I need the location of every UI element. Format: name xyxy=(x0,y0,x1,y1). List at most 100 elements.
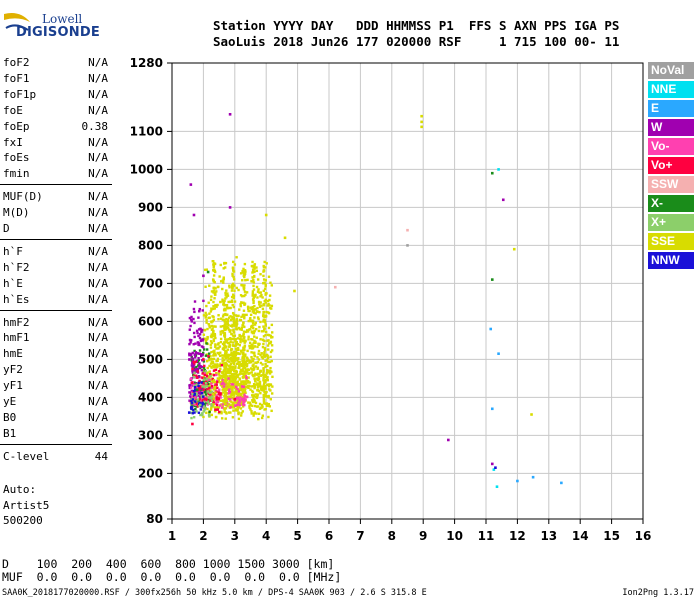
echo-point xyxy=(205,385,209,388)
echo-point xyxy=(209,346,213,349)
legend-item-xx: X+ xyxy=(648,214,694,231)
echo-point xyxy=(189,183,193,186)
echo-point xyxy=(231,293,235,296)
echo-point xyxy=(227,397,230,401)
echo-point xyxy=(217,342,220,345)
echo-point xyxy=(236,405,239,409)
echo-point xyxy=(223,304,226,307)
echo-point xyxy=(217,393,220,396)
echo-point xyxy=(201,372,204,375)
echo-point xyxy=(217,347,220,350)
echo-point xyxy=(229,411,232,414)
echo-point xyxy=(243,315,246,318)
echo-point xyxy=(259,291,262,294)
echo-point xyxy=(212,373,216,377)
echo-point xyxy=(238,364,241,368)
echo-point xyxy=(242,301,245,304)
echo-point xyxy=(209,374,212,378)
echo-point xyxy=(234,379,237,382)
echo-point xyxy=(242,333,245,336)
echo-point xyxy=(212,260,215,263)
echo-point xyxy=(197,375,201,378)
echo-point xyxy=(243,313,246,317)
echo-point xyxy=(207,355,210,358)
echo-point xyxy=(188,399,191,402)
echo-point xyxy=(193,411,196,414)
param-name: foE xyxy=(3,103,23,117)
echo-point xyxy=(264,359,267,362)
echo-point xyxy=(267,383,270,386)
echo-point xyxy=(237,383,241,387)
echo-point xyxy=(221,354,224,357)
echo-point xyxy=(209,357,213,361)
echo-point xyxy=(190,386,193,389)
echo-point xyxy=(194,356,197,359)
echo-point xyxy=(191,398,195,401)
echo-point xyxy=(235,314,239,318)
echo-point xyxy=(226,318,230,322)
echo-point xyxy=(197,342,201,345)
echo-point xyxy=(226,348,229,351)
param-name: foEs xyxy=(3,151,30,165)
echo-point xyxy=(235,325,238,328)
echo-point xyxy=(224,375,227,378)
echo-point xyxy=(253,386,256,390)
echo-point xyxy=(210,406,213,409)
echo-point xyxy=(257,412,261,415)
echo-point xyxy=(191,392,194,396)
echo-point xyxy=(226,371,229,375)
echo-point xyxy=(232,296,235,300)
echo-point xyxy=(210,321,213,324)
echo-point xyxy=(256,360,260,364)
echo-point xyxy=(242,321,245,324)
echo-point xyxy=(225,306,229,309)
echo-point xyxy=(197,381,200,385)
echo-point xyxy=(236,337,240,340)
echo-point xyxy=(227,324,230,327)
echo-point xyxy=(222,348,226,351)
echo-point xyxy=(212,332,215,335)
echo-point xyxy=(247,335,250,338)
echo-point xyxy=(190,403,193,406)
echo-point xyxy=(208,312,211,315)
echo-point xyxy=(223,324,226,327)
echo-point xyxy=(203,408,207,411)
echo-point xyxy=(266,376,269,380)
echo-point xyxy=(221,377,224,380)
echo-point xyxy=(263,287,267,291)
echo-point xyxy=(262,310,266,314)
echo-point xyxy=(241,368,244,371)
echo-point xyxy=(242,369,245,373)
param-row: hmF1 N/A xyxy=(0,331,112,347)
digisonde-logo: Lowell DIGISONDE xyxy=(2,8,112,42)
echo-point xyxy=(235,327,238,330)
echo-point xyxy=(239,407,243,410)
echo-point xyxy=(195,405,198,408)
echo-point xyxy=(249,328,252,331)
echo-point xyxy=(224,312,227,316)
param-row: fmin N/A xyxy=(0,167,112,183)
echo-point xyxy=(249,345,253,348)
echo-point xyxy=(256,290,260,293)
echo-point xyxy=(192,343,195,346)
echo-point xyxy=(259,361,263,365)
x-tick-label: 7 xyxy=(356,529,364,543)
echo-point xyxy=(251,390,255,394)
echo-point xyxy=(224,377,228,381)
echo-point xyxy=(260,416,264,420)
echo-point xyxy=(221,383,225,387)
echo-point xyxy=(202,388,206,391)
echo-point xyxy=(250,351,253,354)
echo-point xyxy=(224,390,227,393)
echo-point xyxy=(213,270,217,274)
echo-point xyxy=(212,265,215,268)
echo-point xyxy=(224,297,227,300)
echo-point xyxy=(199,366,202,370)
echo-point xyxy=(199,398,203,401)
echo-point xyxy=(210,324,214,328)
echo-point xyxy=(220,410,223,414)
echo-point xyxy=(253,404,257,408)
echo-point xyxy=(239,388,243,392)
echo-point xyxy=(269,340,273,344)
echo-point xyxy=(197,364,200,367)
